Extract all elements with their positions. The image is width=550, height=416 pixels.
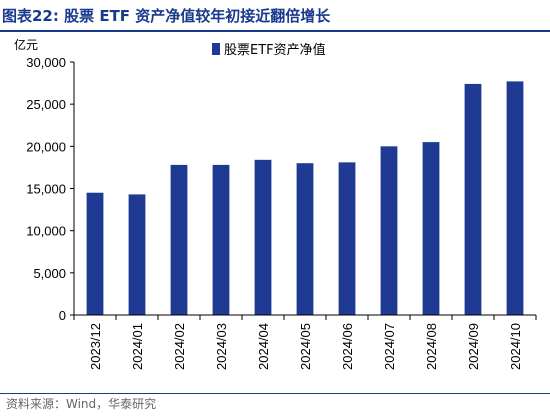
x-tick-label: 2024/07 xyxy=(382,323,397,370)
x-tick-label: 2024/02 xyxy=(172,323,187,370)
bar-2024-05 xyxy=(296,163,314,315)
figure-title: 图表22: 股票 ETF 资产净值较年初接近翻倍增长 xyxy=(2,7,331,25)
x-tick-label: 2024/09 xyxy=(466,323,481,370)
y-axis-unit: 亿元 xyxy=(14,37,38,52)
title-divider xyxy=(0,30,550,32)
bar-2024-06 xyxy=(338,162,356,315)
y-tick-label: 20,000 xyxy=(26,139,66,154)
y-tick-label: 10,000 xyxy=(26,224,66,239)
y-tick-label: 15,000 xyxy=(26,182,66,197)
x-tick-label: 2024/10 xyxy=(508,323,523,370)
legend-label: 股票ETF资产净值 xyxy=(224,42,326,58)
legend: 股票ETF资产净值 xyxy=(212,42,326,58)
y-tick-label: 5,000 xyxy=(33,266,66,281)
x-axis: 2023/12 2024/01 2024/02 2024/03 2024/04 2024/… xyxy=(73,315,537,370)
bar-2024-10 xyxy=(506,81,524,315)
x-tick-label: 2024/01 xyxy=(130,323,145,370)
source-note: 资料来源：Wind，华泰研究 xyxy=(6,397,157,411)
bars-group xyxy=(86,81,524,315)
bar-2024-03 xyxy=(212,164,230,315)
x-tick-label: 2024/06 xyxy=(340,323,355,370)
y-axis: 0 5,000 10,000 15,000 20,000 25,000 30,000 xyxy=(26,55,74,323)
x-tick-label: 2024/05 xyxy=(298,323,313,370)
bar-2024-01 xyxy=(128,194,146,315)
y-tick-label: 0 xyxy=(59,308,66,323)
y-tick-label: 30,000 xyxy=(26,55,66,70)
legend-swatch xyxy=(212,43,220,55)
x-tick-label: 2023/12 xyxy=(88,323,103,370)
bar-2024-08 xyxy=(422,142,440,315)
x-tick-label: 2024/04 xyxy=(256,323,271,370)
figure-header: 图表22: 股票 ETF 资产净值较年初接近翻倍增长 xyxy=(0,0,550,32)
bar-2024-07 xyxy=(380,146,398,315)
x-tick-label: 2024/03 xyxy=(214,323,229,370)
bar-2024-09 xyxy=(464,83,482,315)
bar-2024-04 xyxy=(254,159,272,315)
bar-2024-02 xyxy=(170,164,188,315)
figure-footer: 资料来源：Wind，华泰研究 xyxy=(0,393,550,416)
y-tick-label: 25,000 xyxy=(26,97,66,112)
footer-divider xyxy=(0,393,550,394)
x-tick-label: 2024/08 xyxy=(424,323,439,370)
bar-2023-12 xyxy=(86,192,104,315)
